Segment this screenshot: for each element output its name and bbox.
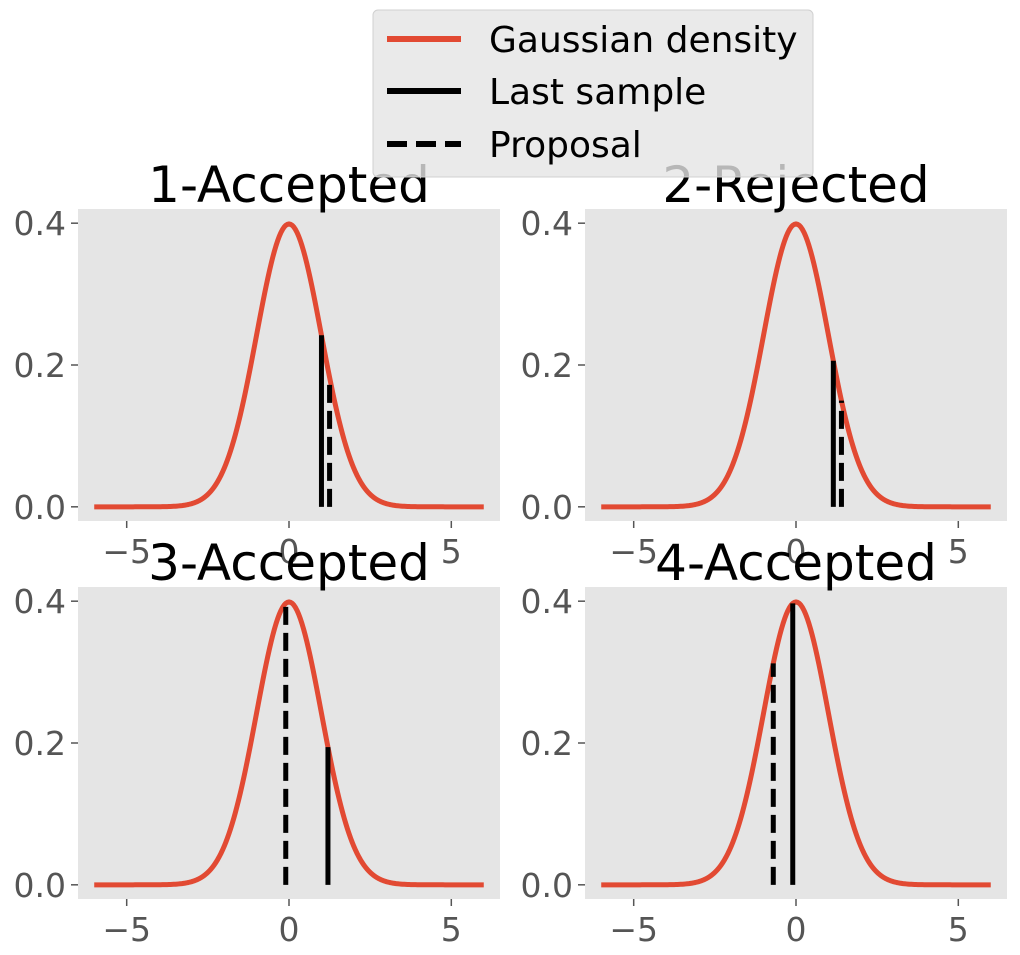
x-tick-label: 0 — [279, 532, 300, 571]
x-tick-label: −5 — [102, 532, 151, 571]
legend: Gaussian density Last sample Proposal — [372, 9, 814, 178]
x-tick-label: 0 — [279, 910, 300, 949]
legend-box — [372, 9, 814, 178]
x-tick-label: 5 — [441, 910, 462, 949]
y-tick-label: 0.2 — [521, 724, 573, 763]
legend-label: Last sample — [489, 72, 706, 113]
y-tick-label: 0.2 — [14, 346, 66, 385]
subplot-2: 0.00.20.4−5 0 52-Rejected — [521, 156, 1007, 571]
subplot-title: 4-Accepted — [655, 534, 937, 592]
y-tick-label: 0.4 — [521, 582, 573, 621]
plot-area — [78, 209, 500, 521]
density-curve — [93, 221, 485, 510]
subplot-title: 3-Accepted — [148, 534, 430, 592]
y-tick-label: 0.0 — [14, 488, 66, 527]
plot-area — [78, 587, 500, 899]
x-tick-label: −5 — [609, 532, 658, 571]
subplot-1: 0.00.20.4−5 0 51-Accepted — [14, 156, 500, 571]
y-tick-label: 0.0 — [14, 866, 66, 905]
subplot-3: 0.0 0.2 0.4 −5 0 5 3-Accepted — [14, 534, 500, 949]
y-tick-label: 0.0 — [521, 488, 573, 527]
x-tick-label: 5 — [948, 532, 969, 571]
y-tick-label: 0.0 — [521, 866, 573, 905]
x-tick-label: 5 — [441, 532, 462, 571]
plot-area — [585, 587, 1007, 899]
x-tick-label: 0 — [786, 532, 807, 571]
legend-label: Proposal — [489, 125, 642, 166]
x-tick-label: −5 — [102, 910, 151, 949]
y-tick-label: 0.4 — [521, 204, 573, 243]
x-tick-label: 5 — [948, 910, 969, 949]
subplot-4: 0.0 0.2 0.4 −5 0 5 4-Accepted — [521, 534, 1007, 949]
density-curve — [600, 221, 992, 510]
y-tick-label: 0.2 — [14, 724, 66, 763]
y-tick-label: 0.4 — [14, 204, 66, 243]
density-curve — [600, 599, 992, 888]
legend-label: Gaussian density — [489, 20, 798, 61]
x-tick-label: −5 — [609, 910, 658, 949]
plot-area — [585, 209, 1007, 521]
x-tick-label: 0 — [786, 910, 807, 949]
density-curve — [93, 599, 485, 888]
y-tick-label: 0.2 — [521, 346, 573, 385]
y-tick-label: 0.4 — [14, 582, 66, 621]
